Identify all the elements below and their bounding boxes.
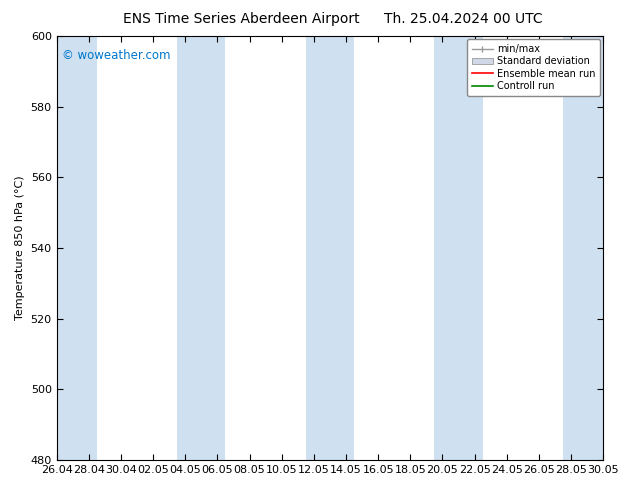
Bar	[49, 36, 97, 460]
Bar	[563, 36, 611, 460]
Text: © woweather.com: © woweather.com	[62, 49, 171, 62]
Bar	[178, 36, 226, 460]
Text: Th. 25.04.2024 00 UTC: Th. 25.04.2024 00 UTC	[384, 12, 542, 26]
Legend: min/max, Standard deviation, Ensemble mean run, Controll run: min/max, Standard deviation, Ensemble me…	[467, 39, 600, 96]
Bar	[306, 36, 354, 460]
Y-axis label: Temperature 850 hPa (°C): Temperature 850 hPa (°C)	[15, 176, 25, 320]
Text: ENS Time Series Aberdeen Airport: ENS Time Series Aberdeen Airport	[122, 12, 359, 26]
Bar	[434, 36, 482, 460]
